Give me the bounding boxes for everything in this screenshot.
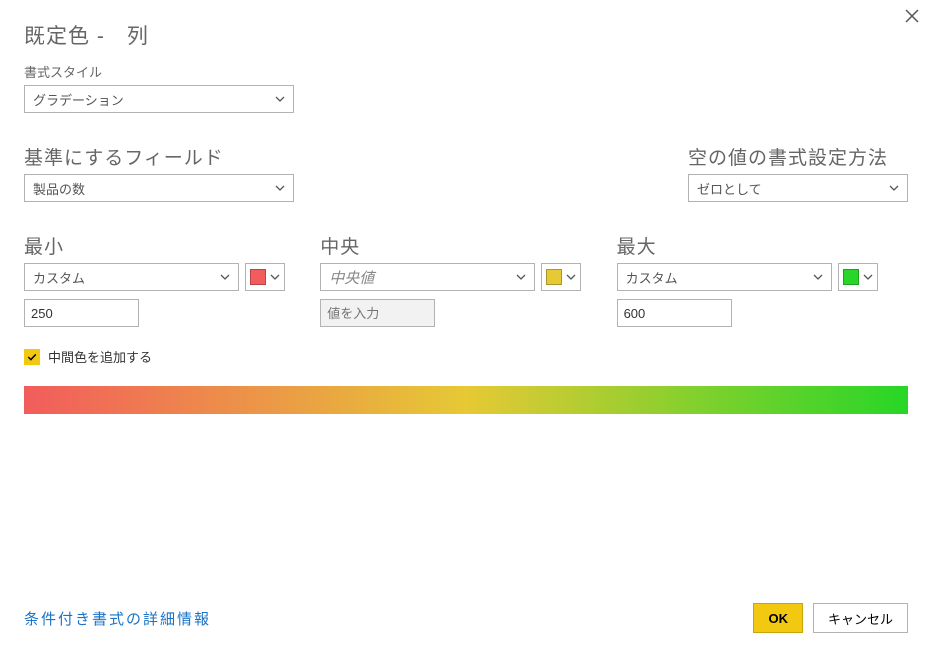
chevron-down-icon <box>516 272 526 282</box>
center-label: 中央 <box>320 232 616 259</box>
center-type-dropdown[interactable]: 中央値 <box>320 263 535 291</box>
center-column: 中央 中央値 <box>320 232 616 327</box>
chevron-down-icon <box>889 183 899 193</box>
min-type-dropdown[interactable]: カスタム <box>24 263 239 291</box>
format-style-label: 書式スタイル <box>24 62 908 81</box>
min-color-dropdown[interactable] <box>245 263 285 291</box>
based-on-field-dropdown[interactable]: 製品の数 <box>24 174 294 202</box>
learn-more-link[interactable]: 条件付き書式の詳細情報 <box>24 608 211 629</box>
color-config-row: 最小 カスタム 中央 <box>24 232 908 327</box>
center-type-value: 中央値 <box>329 267 374 288</box>
format-style-value: グラデーション <box>33 90 124 109</box>
max-type-value: カスタム <box>626 268 678 287</box>
fields-row: 基準にするフィールド 製品の数 空の値の書式設定方法 ゼロとして <box>24 143 908 202</box>
default-color-dialog: 既定色 - 列 書式スタイル グラデーション 基準にするフィールド 製品の数 空… <box>0 0 932 651</box>
dialog-title: 既定色 - 列 <box>24 20 908 50</box>
min-column: 最小 カスタム <box>24 232 320 327</box>
diverging-checkbox-row[interactable]: 中間色を追加する <box>24 347 908 366</box>
max-color-swatch <box>843 269 859 285</box>
gradient-preview <box>24 386 908 414</box>
center-color-swatch <box>546 269 562 285</box>
max-label: 最大 <box>617 232 908 259</box>
chevron-down-icon <box>275 183 285 193</box>
center-color-dropdown[interactable] <box>541 263 581 291</box>
based-on-field-label: 基準にするフィールド <box>24 143 294 170</box>
based-on-field-value: 製品の数 <box>33 179 85 198</box>
checkbox-checked-icon <box>24 349 40 365</box>
footer-buttons: OK キャンセル <box>753 603 908 633</box>
max-value-input[interactable] <box>617 299 732 327</box>
chevron-down-icon <box>220 272 230 282</box>
min-color-swatch <box>250 269 266 285</box>
diverging-checkbox-label: 中間色を追加する <box>48 347 152 366</box>
close-icon[interactable] <box>904 8 920 24</box>
chevron-down-icon <box>566 272 576 282</box>
max-column: 最大 カスタム <box>617 232 908 327</box>
format-style-block: 書式スタイル グラデーション <box>24 62 908 113</box>
max-color-dropdown[interactable] <box>838 263 878 291</box>
center-value-input[interactable] <box>320 299 435 327</box>
empty-value-block: 空の値の書式設定方法 ゼロとして <box>688 143 908 202</box>
min-label: 最小 <box>24 232 320 259</box>
chevron-down-icon <box>275 94 285 104</box>
chevron-down-icon <box>270 272 280 282</box>
chevron-down-icon <box>813 272 823 282</box>
format-style-dropdown[interactable]: グラデーション <box>24 85 294 113</box>
dialog-footer: 条件付き書式の詳細情報 OK キャンセル <box>24 603 908 633</box>
empty-value-value: ゼロとして <box>697 179 762 198</box>
max-type-dropdown[interactable]: カスタム <box>617 263 832 291</box>
min-type-value: カスタム <box>33 268 85 287</box>
empty-value-label: 空の値の書式設定方法 <box>688 143 908 170</box>
min-value-input[interactable] <box>24 299 139 327</box>
based-on-field-block: 基準にするフィールド 製品の数 <box>24 143 294 202</box>
cancel-button[interactable]: キャンセル <box>813 603 908 633</box>
ok-button[interactable]: OK <box>753 603 803 633</box>
empty-value-dropdown[interactable]: ゼロとして <box>688 174 908 202</box>
chevron-down-icon <box>863 272 873 282</box>
